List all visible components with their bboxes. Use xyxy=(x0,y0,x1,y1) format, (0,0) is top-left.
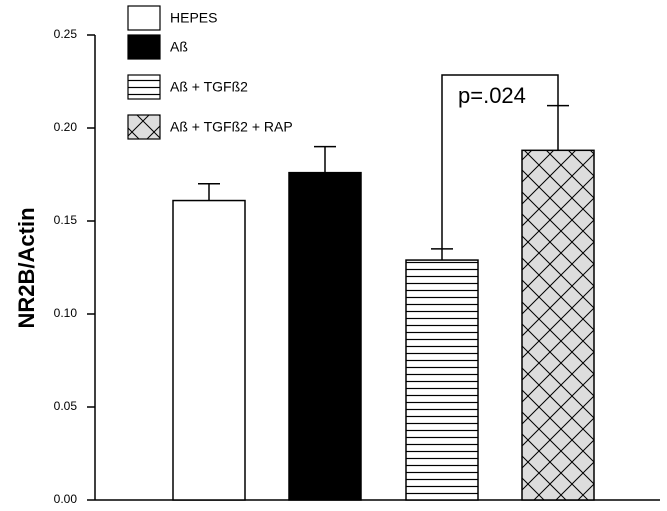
y-tick-label: 0.00 xyxy=(54,492,78,506)
y-tick-label: 0.10 xyxy=(54,306,78,320)
bar xyxy=(172,199,246,501)
legend-label: HEPES xyxy=(170,10,217,26)
y-tick-label: 0.05 xyxy=(54,399,78,413)
y-tick-label: 0.25 xyxy=(54,27,78,41)
legend-swatch xyxy=(127,74,161,100)
y-axis-label: NR2B/Actin xyxy=(14,207,39,328)
legend-swatch xyxy=(127,5,161,31)
bar xyxy=(288,171,362,501)
y-tick-label: 0.20 xyxy=(54,120,78,134)
legend-label: Aß xyxy=(170,39,188,55)
legend-swatch xyxy=(127,114,161,140)
legend-label: Aß + TGFß2 xyxy=(170,79,248,95)
y-tick-label: 0.15 xyxy=(54,213,78,227)
legend-label: Aß + TGFß2 + RAP xyxy=(170,119,293,135)
annotation: p=.024 xyxy=(458,83,526,108)
legend-swatch xyxy=(127,34,161,60)
significance-bracket xyxy=(441,74,559,249)
bar xyxy=(521,149,595,501)
bar xyxy=(405,259,479,501)
